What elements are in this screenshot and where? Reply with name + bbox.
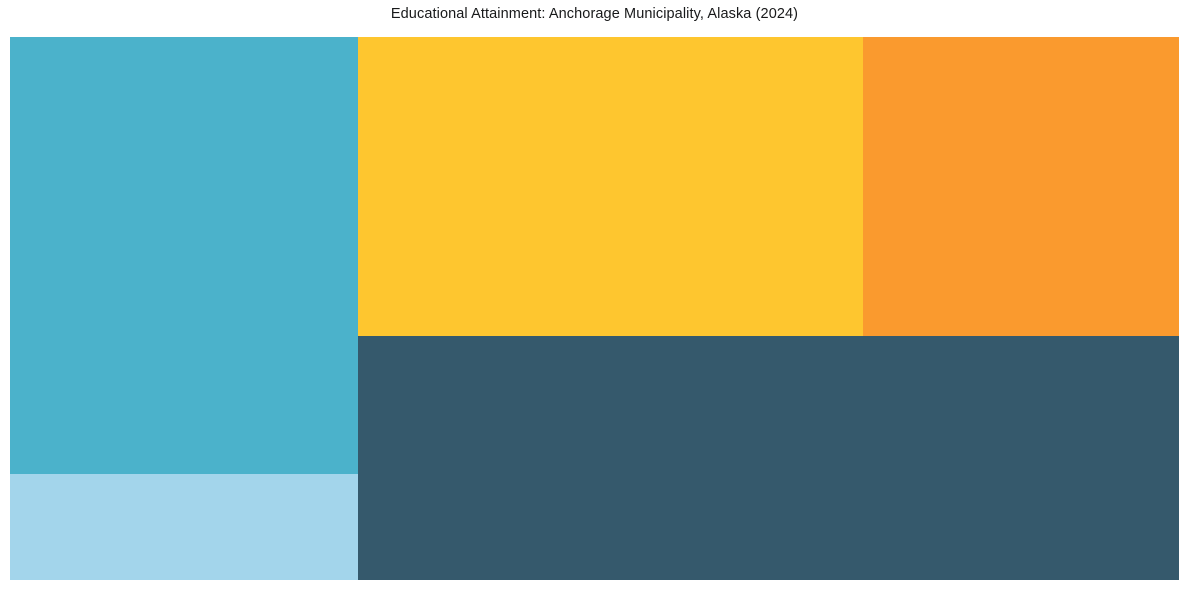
chart-title: Educational Attainment: Anchorage Munici… [390, 6, 799, 22]
treemap-tile-5[interactable] [10, 474, 358, 580]
treemap-tile-4[interactable] [358, 336, 1179, 580]
treemap-tile-3[interactable] [863, 37, 1179, 336]
treemap-tile-2[interactable] [358, 37, 863, 336]
treemap-plot-area [10, 37, 1179, 580]
treemap-tile-1[interactable] [10, 37, 358, 474]
